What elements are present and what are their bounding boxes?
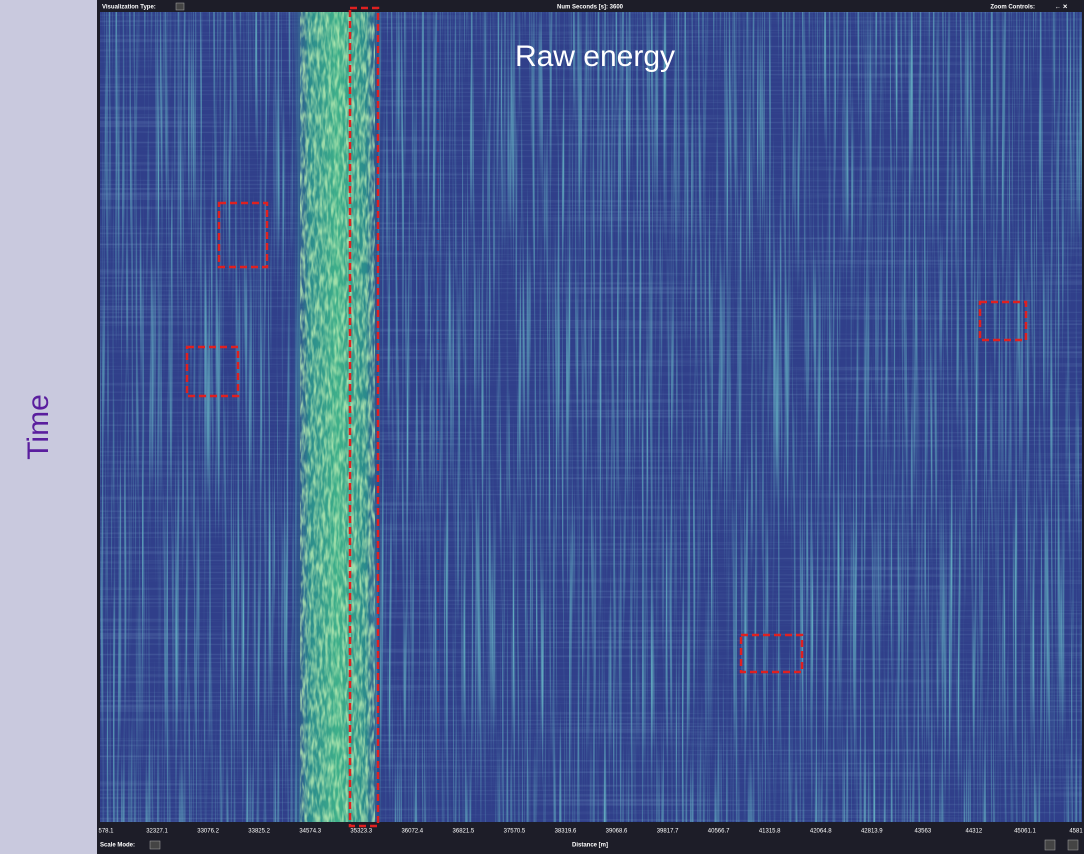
x-tick-label: 34574.3 bbox=[299, 829, 321, 835]
x-tick-label: 36072.4 bbox=[401, 829, 423, 835]
x-tick-label: 33076.2 bbox=[197, 829, 219, 835]
x-tick-label: 37570.5 bbox=[504, 829, 526, 835]
x-tick-label: 42813.9 bbox=[861, 829, 883, 835]
energy-band-texture bbox=[300, 12, 375, 822]
x-tick-label: 35323.3 bbox=[350, 829, 372, 835]
x-tick-label: 38319.6 bbox=[555, 829, 577, 835]
zoom-buttons[interactable]: ← ✕ bbox=[1055, 4, 1068, 11]
y-axis-label: Time bbox=[22, 394, 55, 460]
x-tick-label: 578.1 bbox=[98, 829, 114, 835]
annotation-box bbox=[185, 345, 240, 398]
zoom-controls-label: Zoom Controls: bbox=[990, 5, 1035, 11]
settings-button[interactable] bbox=[1067, 839, 1079, 851]
x-tick-label: 42064.8 bbox=[810, 829, 832, 835]
scale-mode-label: Scale Mode: bbox=[100, 843, 135, 849]
x-axis-label: Distance [m] bbox=[572, 843, 608, 849]
x-tick-label: 4581 bbox=[1069, 829, 1083, 835]
x-tick-label: 41315.8 bbox=[759, 829, 781, 835]
x-tick-label: 39817.7 bbox=[657, 829, 679, 835]
x-tick-label: 32327.1 bbox=[146, 829, 168, 835]
annotation-box bbox=[217, 201, 269, 269]
annotation-box bbox=[348, 6, 380, 828]
annotation-boxes bbox=[185, 6, 1028, 828]
x-tick-label: 43563 bbox=[914, 829, 931, 835]
heatmap-texture bbox=[100, 12, 1082, 822]
x-tick-label: 33825.2 bbox=[248, 829, 270, 835]
x-tick-label: 44312 bbox=[966, 829, 983, 835]
x-tick-label: 40566.7 bbox=[708, 829, 730, 835]
annotation-box bbox=[739, 633, 804, 674]
overlay-title: Raw energy bbox=[515, 40, 675, 73]
zoom-button[interactable] bbox=[1044, 839, 1056, 851]
x-tick-label: 45061.1 bbox=[1014, 829, 1036, 835]
x-tick-label: 36821.5 bbox=[453, 829, 475, 835]
x-tick-label: 39068.6 bbox=[606, 829, 628, 835]
num-seconds: Num Seconds [s]: 3600 bbox=[557, 5, 624, 11]
visualization-type-label: Visualization Type: bbox=[102, 5, 156, 11]
scale-mode-dropdown[interactable] bbox=[149, 840, 161, 850]
annotation-box bbox=[978, 300, 1028, 342]
dropdown[interactable] bbox=[175, 2, 185, 11]
x-axis: 578.1 32327.1 33076.2 33825.2 34574.3 35323.3… bbox=[98, 829, 1083, 835]
